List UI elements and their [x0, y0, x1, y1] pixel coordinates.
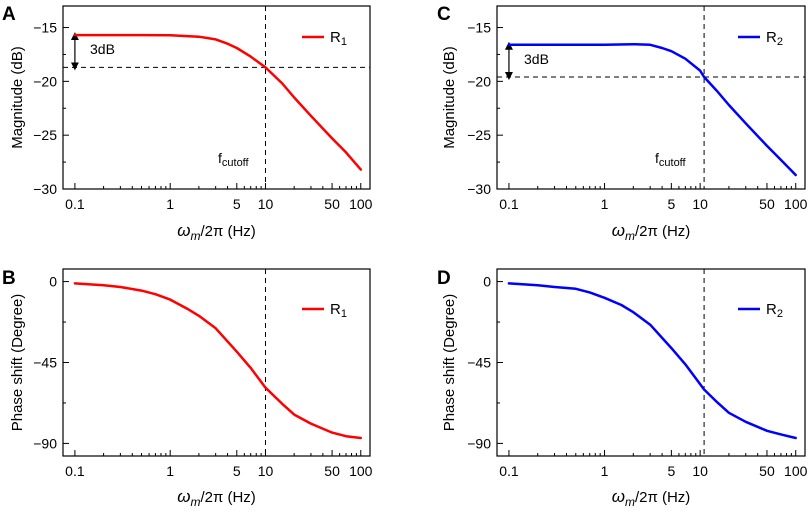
x-tick-label: 5: [233, 196, 241, 212]
y-tick-label: −30: [467, 181, 491, 197]
y-axis-title: Phase shift (Degree): [441, 294, 458, 432]
x-tick-label: 50: [324, 196, 340, 212]
x-tick-label: 10: [258, 196, 274, 212]
x-tick-label: 50: [324, 463, 340, 479]
y-axis-title: Magnitude (dB): [9, 46, 26, 149]
x-tick-label: 0.1: [499, 463, 519, 479]
three-db-label: 3dB: [524, 51, 549, 67]
y-tick-label: −25: [33, 127, 57, 143]
y-tick-label: −90: [33, 435, 57, 451]
panel-letter: B: [2, 268, 16, 289]
panel-letter: D: [437, 268, 451, 289]
y-tick-label: −45: [33, 355, 57, 371]
x-tick-label: 100: [349, 196, 373, 212]
y-tick-label: 0: [49, 274, 57, 290]
x-tick-label: 0.1: [65, 463, 85, 479]
x-axis-title: ωm/2π (Hz): [177, 487, 256, 509]
cutoff-label: fcutoff: [218, 150, 250, 169]
y-axis-title: Phase shift (Degree): [9, 294, 26, 432]
x-axis-title: ωm/2π (Hz): [177, 221, 256, 243]
y-tick-label: −25: [467, 127, 491, 143]
x-tick-label: 1: [166, 196, 174, 212]
panel-a: A 0.1 1 5 10 50 100 −15 −20 −25 −30 ωm/2π (Hz) Magni…: [2, 4, 373, 243]
series-line-r1: [73, 282, 363, 440]
plot-frame: [496, 5, 806, 190]
y-tick-label: −15: [33, 20, 57, 36]
legend-label: R1: [330, 29, 347, 48]
y-tick-label: −30: [33, 181, 57, 197]
x-tick-label: 100: [784, 463, 808, 479]
legend-label: R1: [330, 301, 347, 320]
y-axis-title: Magnitude (dB): [441, 46, 458, 149]
series-line-r2: [507, 42, 797, 177]
x-tick-label: 10: [258, 463, 274, 479]
x-tick-label: 0.1: [65, 196, 85, 212]
x-tick-label: 5: [233, 463, 241, 479]
y-tick-label: 0: [483, 274, 491, 290]
panel-b: B 0.1 1 5 10 50 100 0 −45 −90 ωm/2π (Hz) Phase shif…: [2, 268, 373, 509]
series-line-r2: [507, 282, 797, 440]
x-tick-label: 10: [692, 463, 708, 479]
x-axis-title: ωm/2π (Hz): [612, 487, 691, 509]
series-line-r1: [73, 33, 363, 171]
panel-d: D 0.1 1 5 10 50 100 0 −45 −90 ωm/2π (Hz) Phase shif…: [437, 268, 808, 509]
x-tick-label: 5: [667, 463, 675, 479]
x-tick-label: 100: [349, 463, 373, 479]
x-tick-label: 5: [667, 196, 675, 212]
x-tick-label: 50: [759, 196, 775, 212]
y-tick-label: −20: [33, 73, 57, 89]
panel-c: C 0.1 1 5 10 50 100 −15 −20 −25 −30 ωm/2π (Hz) Magni…: [437, 4, 808, 243]
x-tick-label: 0.1: [499, 196, 519, 212]
legend-label: R2: [766, 301, 783, 320]
cutoff-label: fcutoff: [655, 150, 687, 169]
x-tick-label: 10: [692, 196, 708, 212]
x-tick-label: 1: [601, 463, 609, 479]
x-tick-label: 50: [759, 463, 775, 479]
y-tick-label: −90: [467, 435, 491, 451]
y-tick-label: −45: [467, 355, 491, 371]
panel-letter: A: [2, 4, 16, 25]
panel-letter: C: [437, 4, 451, 25]
x-tick-label: 1: [166, 463, 174, 479]
legend-label: R2: [766, 29, 783, 48]
x-axis-title: ωm/2π (Hz): [612, 221, 691, 243]
x-tick-label: 100: [784, 196, 808, 212]
y-tick-label: −20: [467, 73, 491, 89]
x-tick-label: 1: [601, 196, 609, 212]
plot-frame: [62, 5, 371, 190]
three-db-label: 3dB: [90, 41, 115, 57]
y-tick-label: −15: [467, 20, 491, 36]
